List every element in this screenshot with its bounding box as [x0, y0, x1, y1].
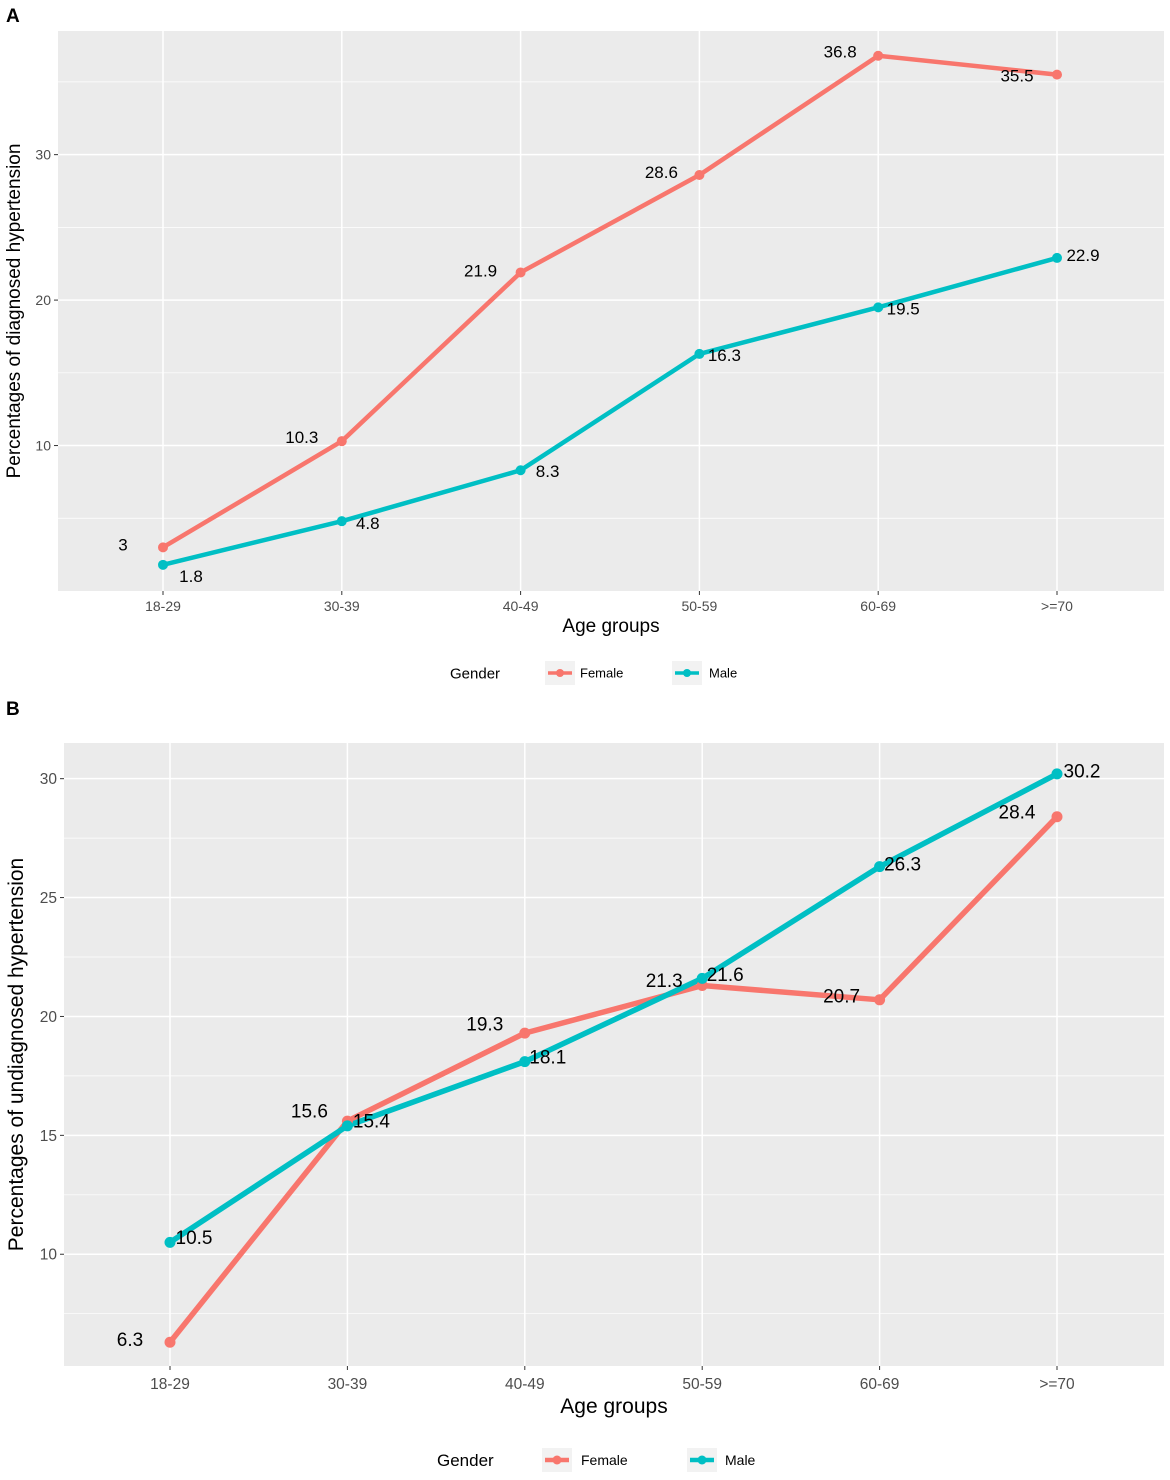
panel-a-female-point — [1052, 69, 1062, 80]
panel-b-male-data-label: 21.6 — [707, 965, 744, 986]
panel-b-male-data-label: 10.5 — [176, 1228, 213, 1249]
panel-a-x-axis-title: Age groups — [562, 616, 659, 637]
panel-a-male-data-label: 22.9 — [1066, 246, 1099, 265]
panel-a-x-tick-label: 50-59 — [681, 598, 717, 614]
panel-b-male-data-label: 18.1 — [529, 1047, 566, 1068]
panel-a-y-tick-label: 10 — [35, 437, 51, 453]
chart-panel-a: 10 20 30 18-29 30-39 40-49 50-59 60-69 >=70 Age g… — [4, 31, 1164, 685]
panel-b-male-data-label: 26.3 — [884, 854, 921, 875]
panel-a-female-point — [873, 50, 884, 61]
panel-a-x-tick-label: 18-29 — [145, 598, 181, 614]
panel-b-female-data-label: 19.3 — [466, 1015, 503, 1036]
panel-a-female-data-label: 10.3 — [285, 428, 318, 447]
panel-a-x-tick-label: 60-69 — [860, 598, 896, 614]
panel-a-male-data-label: 16.3 — [708, 346, 741, 365]
panel-b-y-tick-label: 20 — [40, 1009, 58, 1026]
panel-b-x-tick-label: 30-39 — [328, 1376, 368, 1393]
panel-a-male-data-label: 8.3 — [536, 462, 560, 481]
panel-b-x-tick-label: 18-29 — [150, 1376, 190, 1393]
panel-b-legend-label-female: Female — [581, 1452, 628, 1468]
panel-b-x-axis-title: Age groups — [560, 1395, 667, 1418]
panel-a-male-data-label: 1.8 — [179, 567, 203, 586]
panel-a-y-tick-label: 30 — [35, 147, 51, 163]
panel-b-male-data-label: 30.2 — [1064, 762, 1101, 783]
panel-b-y-tick-label: 15 — [40, 1128, 57, 1145]
panel-b-female-point — [874, 994, 886, 1006]
panel-a-female-line — [160, 53, 1060, 550]
panel-a-legend-title: Gender — [450, 665, 500, 682]
panel-a-male-point — [1052, 252, 1062, 263]
panel-a-female-data-label: 28.6 — [645, 163, 678, 182]
panel-b-female-data-label: 15.6 — [291, 1102, 328, 1123]
panel-b-male-line — [167, 771, 1060, 1246]
panel-b-x-tick-label: 50-59 — [682, 1376, 722, 1393]
panel-b-female-data-label: 28.4 — [999, 802, 1036, 823]
panel-a-y-tick-label: 20 — [35, 292, 51, 308]
panel-a-legend-point-female — [556, 669, 564, 677]
panel-a-x-tick-label: 40-49 — [503, 598, 539, 614]
panel-b-female-data-label: 6.3 — [117, 1330, 143, 1351]
panel-a-female-point — [158, 542, 168, 553]
panel-a-male-point — [873, 302, 884, 313]
panel-b-male-point — [1051, 768, 1063, 780]
panel-a-plot-background — [58, 31, 1164, 591]
panel-b-letter: B — [6, 699, 20, 720]
panel-b-female-point — [1051, 811, 1063, 823]
panel-a-female-data-label: 3 — [118, 535, 127, 554]
panel-a-female-point — [336, 436, 347, 447]
panel-b-female-line — [167, 813, 1060, 1345]
panel-a-female-point — [515, 267, 526, 278]
panel-a-male-data-label: 19.5 — [887, 299, 920, 318]
panel-a-legend-label-male: Male — [709, 666, 737, 681]
panel-a-female-point — [694, 170, 705, 180]
panel-b-legend-title: Gender — [437, 1451, 494, 1470]
panel-a-female-data-label: 21.9 — [464, 261, 497, 280]
panel-b-y-tick-label: 30 — [40, 771, 58, 788]
panel-b-x-tick-label: >=70 — [1039, 1376, 1075, 1393]
panel-a-male-point — [158, 559, 168, 570]
panel-a-male-line — [160, 255, 1060, 568]
panel-b-male-point — [874, 861, 886, 873]
chart-panel-b: 10 15 20 25 30 18-29 30-39 40-49 50-59 60-69 >=70 A… — [5, 743, 1164, 1472]
panel-b-y-tick-label: 25 — [40, 890, 57, 907]
panel-a-y-axis-title: Percentages of diagnosed hypertension — [4, 144, 25, 479]
panel-b-y-axis-title: Percentages of undiagnosed hypertension — [5, 858, 28, 1251]
panel-a-male-point — [694, 348, 705, 359]
panel-b-y-tick-label: 10 — [40, 1247, 58, 1264]
panel-b-legend-label-male: Male — [725, 1452, 756, 1468]
panel-b-male-point — [164, 1236, 176, 1248]
panel-a-legend-point-male — [683, 669, 691, 677]
panel-b-female-point — [519, 1027, 531, 1039]
panel-b-plot-background — [64, 743, 1164, 1366]
panel-a-male-point — [515, 465, 526, 476]
panel-b-male-point — [519, 1056, 531, 1068]
panel-a-legend-label-female: Female — [580, 666, 623, 681]
panel-b-legend-point-female — [552, 1455, 562, 1465]
panel-b-legend-point-male — [697, 1455, 707, 1465]
panel-b-female-data-label: 20.7 — [823, 986, 860, 1007]
panel-a-female-data-label: 36.8 — [824, 43, 857, 62]
panel-b-female-data-label: 21.3 — [646, 971, 683, 992]
panel-b-male-point — [341, 1120, 353, 1132]
panel-a-letter: A — [6, 6, 20, 27]
panel-a-male-point — [336, 516, 347, 527]
panel-a-female-data-label: 35.5 — [1000, 67, 1033, 86]
panel-b-female-point — [164, 1336, 176, 1348]
panel-b-x-tick-label: 60-69 — [860, 1376, 900, 1393]
panel-b-male-point — [696, 972, 708, 984]
panel-a-male-data-label: 4.8 — [356, 514, 380, 533]
panel-b-x-tick-label: 40-49 — [505, 1376, 545, 1393]
panel-a-x-tick-label: >=70 — [1041, 598, 1073, 614]
panel-b-male-data-label: 15.4 — [353, 1111, 390, 1132]
panel-a-x-tick-label: 30-39 — [324, 598, 360, 614]
